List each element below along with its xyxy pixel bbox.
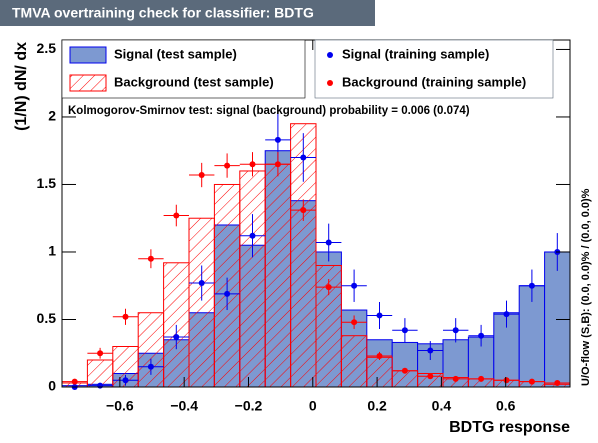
- data-point: [173, 212, 180, 219]
- data-point: [224, 162, 231, 169]
- title-box: [0, 0, 375, 26]
- data-point: [147, 255, 154, 262]
- x-tick-label: 0.4: [432, 398, 452, 414]
- data-point: [325, 284, 332, 291]
- x-tick-label: −0.4: [170, 398, 198, 414]
- data-point: [147, 363, 154, 370]
- background-bar: [137, 312, 165, 388]
- data-point: [478, 375, 485, 382]
- data-point: [249, 232, 256, 239]
- background-bar: [264, 163, 292, 388]
- data-point: [97, 382, 104, 389]
- data-point: [554, 379, 561, 386]
- x-tick-label: −0.6: [106, 398, 134, 414]
- data-point: [503, 311, 510, 318]
- data-point: [224, 290, 231, 297]
- data-point: [503, 377, 510, 384]
- y-tick-label: 1.5: [37, 175, 57, 191]
- x-tick-label: 0.2: [367, 398, 387, 414]
- data-point: [376, 312, 383, 319]
- data-point: [528, 282, 535, 289]
- y-tick-label: 1: [48, 243, 56, 259]
- data-point: [122, 313, 129, 320]
- data-point: [300, 154, 307, 161]
- data-point: [376, 352, 383, 359]
- background-bar: [340, 335, 368, 388]
- data-point: [452, 375, 459, 382]
- x-tick-label: 0: [309, 398, 317, 414]
- data-point: [300, 207, 307, 214]
- flow-label: U/O-flow (S,B): (0.0, 0.0)% / (0.0, 0.0)…: [580, 188, 592, 386]
- background-bar: [366, 356, 393, 388]
- legend-label: Signal (training sample): [342, 46, 489, 61]
- legend-label: Background (training sample): [342, 74, 526, 89]
- x-tick-label: 0.6: [496, 398, 516, 414]
- legend-swatch: [69, 46, 107, 64]
- data-point: [528, 378, 535, 385]
- data-point: [401, 327, 408, 334]
- data-point: [198, 172, 205, 179]
- data-point: [97, 350, 104, 357]
- x-tick-label: −0.2: [235, 398, 263, 414]
- y-axis-label: (1/N) dN/ dx: [13, 42, 30, 131]
- data-point: [173, 334, 180, 341]
- legend-marker: [327, 52, 333, 58]
- data-point: [427, 347, 434, 354]
- legend-label: Signal (test sample): [114, 46, 237, 61]
- data-point: [401, 367, 408, 374]
- legend-marker: [327, 80, 333, 86]
- data-point: [122, 377, 129, 384]
- ks-annotation: Kolmogorov-Smirnov test: signal (backgro…: [68, 105, 470, 117]
- data-point: [427, 373, 434, 380]
- data-point: [249, 161, 256, 168]
- legend-box: [314, 39, 554, 99]
- x-axis-label: BDTG response: [449, 419, 570, 436]
- data-point: [325, 239, 332, 246]
- y-tick-label: 0.5: [37, 310, 57, 326]
- legend-label: Background (test sample): [114, 74, 274, 89]
- signal-bar: [518, 285, 546, 388]
- y-tick-label: 0: [48, 378, 56, 394]
- data-point: [198, 280, 205, 287]
- data-point: [274, 161, 281, 168]
- y-tick-label: 2: [48, 108, 56, 124]
- data-point: [478, 332, 485, 339]
- y-tick-label: 2.5: [37, 40, 57, 56]
- data-point: [351, 319, 358, 326]
- data-point: [71, 378, 78, 385]
- data-point: [452, 327, 459, 334]
- plot-area: −0.6 −0.4 −0.2 0 0.2 0.4 0.6 0 0.5 1 1.5 2 2.5 Signal…: [37, 39, 571, 414]
- data-point: [351, 282, 358, 289]
- chart-title: TMVA overtraining check for classifier: …: [12, 5, 314, 21]
- legend-swatch: [69, 74, 107, 92]
- data-point: [274, 136, 281, 143]
- background-bar: [239, 170, 266, 388]
- background-bar: [188, 217, 215, 388]
